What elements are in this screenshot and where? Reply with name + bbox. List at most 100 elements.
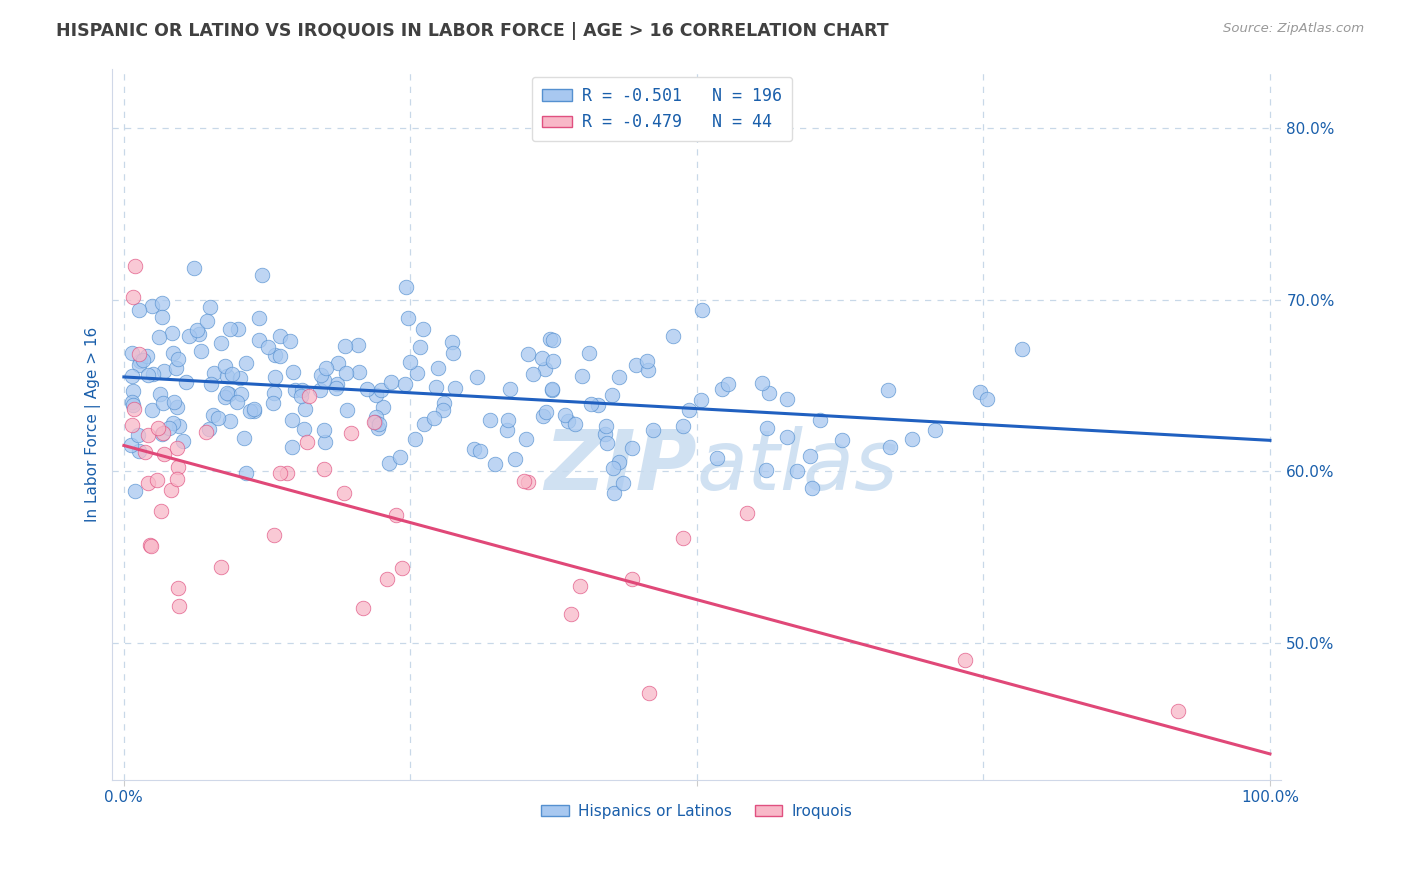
Point [637, 363, 659, 377]
Point [209, 335, 232, 350]
Point [163, 394, 186, 409]
Point [148, 329, 170, 343]
Point [250, 268, 273, 282]
Point [557, 414, 579, 428]
Point [239, 403, 262, 417]
Point [404, 433, 426, 447]
Point [412, 417, 434, 431]
Point [364, 410, 387, 425]
Point [142, 368, 165, 382]
Point [356, 382, 378, 396]
Point [406, 366, 429, 380]
Point [122, 384, 145, 398]
Point [146, 473, 169, 487]
Point [541, 382, 564, 396]
Point [309, 383, 332, 397]
Point [200, 376, 222, 391]
Point [128, 303, 150, 318]
Point [602, 460, 624, 475]
Point [531, 351, 554, 366]
Point [121, 417, 143, 432]
Point [776, 392, 799, 406]
Point [121, 346, 143, 360]
Point [121, 398, 143, 412]
Point [607, 455, 630, 469]
Point [786, 464, 808, 478]
Point [121, 369, 143, 384]
Point [235, 466, 257, 480]
Point [366, 388, 388, 402]
Point [364, 415, 387, 429]
Point [463, 442, 485, 456]
Point [516, 475, 538, 489]
Point [314, 462, 336, 476]
Point [333, 339, 356, 353]
Point [186, 323, 208, 337]
Point [543, 353, 565, 368]
Point [879, 440, 901, 454]
Point [214, 390, 236, 404]
Point [198, 300, 221, 314]
Point [202, 366, 225, 380]
Point [1167, 704, 1189, 718]
Point [292, 422, 315, 436]
Point [136, 368, 159, 382]
Point [579, 397, 602, 411]
Legend: Hispanics or Latinos, Iroquois: Hispanics or Latinos, Iroquois [536, 798, 859, 825]
Point [162, 416, 184, 430]
Point [326, 356, 349, 370]
Point [177, 329, 200, 343]
Point [603, 486, 626, 500]
Point [432, 403, 454, 417]
Point [534, 405, 557, 419]
Point [620, 572, 643, 586]
Text: atlas: atlas [697, 426, 898, 508]
Point [262, 396, 284, 410]
Point [755, 463, 778, 477]
Point [517, 347, 540, 361]
Point [242, 404, 264, 418]
Point [499, 382, 522, 396]
Point [166, 472, 188, 486]
Point [257, 340, 280, 354]
Point [395, 280, 418, 294]
Point [384, 508, 406, 522]
Point [541, 334, 564, 348]
Point [167, 419, 190, 434]
Point [269, 329, 291, 343]
Point [276, 466, 298, 480]
Point [711, 382, 734, 396]
Point [692, 303, 714, 318]
Point [298, 389, 321, 403]
Point [152, 447, 174, 461]
Point [388, 450, 411, 464]
Point [735, 506, 758, 520]
Point [363, 415, 385, 429]
Point [136, 349, 159, 363]
Point [218, 322, 240, 336]
Point [534, 362, 557, 376]
Point [195, 425, 218, 439]
Point [924, 423, 946, 437]
Point [291, 383, 314, 397]
Point [264, 370, 287, 384]
Point [195, 314, 218, 328]
Point [215, 369, 238, 384]
Point [380, 375, 402, 389]
Point [128, 347, 150, 361]
Point [190, 343, 212, 358]
Point [394, 377, 416, 392]
Point [172, 434, 194, 448]
Point [512, 474, 534, 488]
Point [409, 340, 432, 354]
Point [336, 402, 359, 417]
Text: HISPANIC OR LATINO VS IROQUOIS IN LABOR FORCE | AGE > 16 CORRELATION CHART: HISPANIC OR LATINO VS IROQUOIS IN LABOR … [56, 22, 889, 40]
Point [808, 412, 831, 426]
Point [672, 419, 695, 434]
Point [607, 370, 630, 384]
Point [264, 348, 287, 362]
Point [586, 398, 609, 412]
Text: ZIP: ZIP [544, 426, 697, 508]
Point [295, 434, 318, 449]
Point [209, 559, 232, 574]
